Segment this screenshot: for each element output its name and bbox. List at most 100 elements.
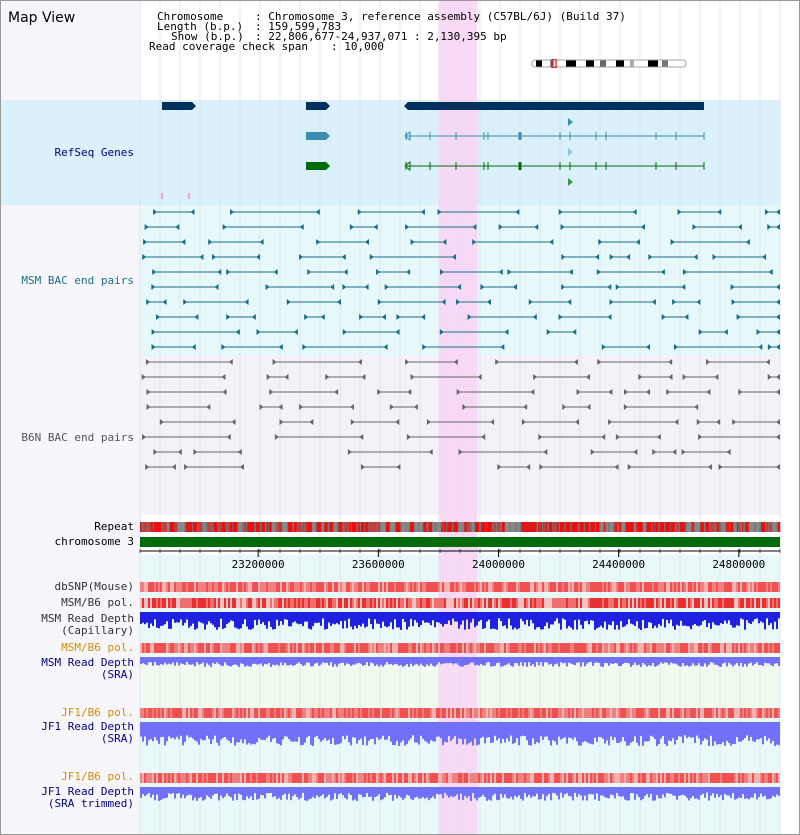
msm-capillary-depth-bar xyxy=(446,612,448,624)
msm-b6-pol-cell xyxy=(336,598,338,608)
msm-capillary-depth-bar xyxy=(592,612,594,621)
dbsnp-cell xyxy=(524,582,526,592)
jf1-sra-depth-bar xyxy=(224,722,226,737)
jf1-b6-pol-cell xyxy=(732,708,734,718)
msm-capillary-depth-bar xyxy=(470,612,472,623)
msm-b6-pol-cell xyxy=(302,598,304,608)
jf1-sra-depth-bar xyxy=(430,722,432,741)
jf1-sra-depth-bar xyxy=(520,722,522,737)
msm-sra-depth-bar xyxy=(694,657,696,666)
msm-capillary-depth-bar xyxy=(430,612,432,626)
repeat-block xyxy=(675,522,679,532)
msm-b6-pol-cell xyxy=(392,598,394,608)
jf1-b6-pol-2-cell xyxy=(462,773,464,783)
chromosome-ideogram[interactable] xyxy=(530,53,688,69)
dbsnp-cell xyxy=(746,582,748,592)
msm-b6-pol-2-cell xyxy=(684,643,686,653)
jf1-b6-pol-2-cell xyxy=(418,773,420,783)
msm-sra-depth-bar xyxy=(434,657,436,667)
msm-b6-pol-2-cell xyxy=(338,643,340,653)
dbsnp-cell xyxy=(282,582,284,592)
jf1-trimmed-depth-bar xyxy=(268,787,270,794)
jf1-sra-depth-bar xyxy=(560,722,562,740)
msm-sra-depth-bar xyxy=(654,657,656,667)
repeat-block xyxy=(670,522,675,532)
msm-capillary-depth-bar xyxy=(208,612,210,622)
msm-b6-pol-2-cell xyxy=(344,643,346,653)
jf1-depth-sra-track-label: JF1 Read Depth (SRA) xyxy=(41,720,134,745)
jf1-trimmed-depth-bar xyxy=(384,787,386,798)
jf1-sra-depth-bar xyxy=(610,722,612,737)
jf1-b6-pol-2-cell xyxy=(640,773,642,783)
b6n-bac-pair-end xyxy=(145,359,150,365)
dbsnp-cell xyxy=(594,582,596,592)
jf1-sra-depth-bar xyxy=(304,722,306,743)
jf1-b6-pol-cell xyxy=(428,708,430,718)
jf1-b6-pol-cell xyxy=(420,708,422,718)
jf1-b6-pol-cell xyxy=(356,708,358,718)
msm-b6-pol-2-cell xyxy=(744,643,746,653)
jf1-b6-pol-2-cell xyxy=(216,773,218,783)
msm-b6-pol-cell xyxy=(584,598,586,608)
jf1-b6-pol-cell xyxy=(484,708,486,718)
msm-sra-depth-bar xyxy=(408,657,410,667)
msm-sra-depth-bar xyxy=(756,657,758,663)
msm-b6-pol-cell xyxy=(514,598,516,608)
coverage-value: 10,000 xyxy=(344,40,384,53)
jf1-b6-pol-2-cell xyxy=(488,773,490,783)
msm-sra-depth-bar xyxy=(580,657,582,667)
jf1-b6-pol-cell xyxy=(368,708,370,718)
jf1-trimmed-depth-bar xyxy=(582,787,584,801)
msm-capillary-depth-bar xyxy=(380,612,382,628)
jf1-trimmed-depth-bar xyxy=(382,787,384,800)
b6n-bac-pair-end xyxy=(633,449,638,455)
msm-sra-depth-bar xyxy=(162,657,164,665)
jf1-sra-depth-bar xyxy=(156,722,158,741)
msm-b6-pol-2-cell xyxy=(662,643,664,653)
msm-b6-pol-cell xyxy=(436,598,438,608)
jf1-trimmed-depth-bar xyxy=(612,787,614,796)
jf1-b6-pol-2-cell xyxy=(404,773,406,783)
msm-b6-pol-cell xyxy=(684,598,686,608)
msm-b6-pol-2-cell xyxy=(342,643,344,653)
jf1-b6-pol-cell xyxy=(396,708,398,718)
msm-b6-pol-2-cell xyxy=(254,643,256,653)
axis-tick-label: 24800000 xyxy=(712,558,766,571)
msm-b6-pol-cell xyxy=(540,598,542,608)
msm-sra-depth-bar xyxy=(232,657,234,666)
jf1-b6-pol-cell xyxy=(426,708,428,718)
msm-bac-pair-end xyxy=(568,269,573,275)
msm-bac-pair-end xyxy=(142,254,147,260)
repeat-block xyxy=(390,522,396,532)
dbsnp-track-label: dbSNP(Mouse) xyxy=(54,580,134,593)
msm-sra-depth-bar xyxy=(416,657,418,665)
msm-bac-pair-end xyxy=(217,269,222,275)
jf1-b6-pol-2-cell xyxy=(682,773,684,783)
b6n-bac-pair-end xyxy=(638,374,643,380)
msm-bac-pair-end xyxy=(244,299,249,305)
jf1-sra-depth-bar xyxy=(556,722,558,745)
jf1-b6-pol-2-cell xyxy=(622,773,624,783)
jf1-trimmed-depth-bar xyxy=(394,787,396,795)
dbsnp-cell xyxy=(406,582,408,592)
repeat-block xyxy=(510,522,516,532)
jf1-trimmed-depth-bar xyxy=(604,787,606,798)
dbsnp-cell xyxy=(412,582,414,592)
msm-capillary-depth-bar xyxy=(412,612,414,627)
jf1-trimmed-depth-bar xyxy=(272,787,274,798)
msm-capillary-depth-bar xyxy=(424,612,426,623)
jf1-trimmed-depth-bar xyxy=(716,787,718,794)
msm-b6-pol-2-cell xyxy=(388,643,390,653)
repeat-block xyxy=(233,522,238,532)
msm-bac-pair-end xyxy=(190,209,195,215)
msm-b6-pol-2-cell xyxy=(394,643,396,653)
jf1-sra-depth-bar xyxy=(672,722,674,739)
dbsnp-cell xyxy=(308,582,310,592)
jf1-b6-pol-2-cell xyxy=(172,773,174,783)
msm-bac-pair-end xyxy=(682,269,687,275)
dbsnp-cell xyxy=(504,582,506,592)
jf1-trimmed-depth-bar xyxy=(318,787,320,798)
jf1-sra-depth-bar xyxy=(592,722,594,745)
msm-sra-depth-bar xyxy=(414,657,416,665)
